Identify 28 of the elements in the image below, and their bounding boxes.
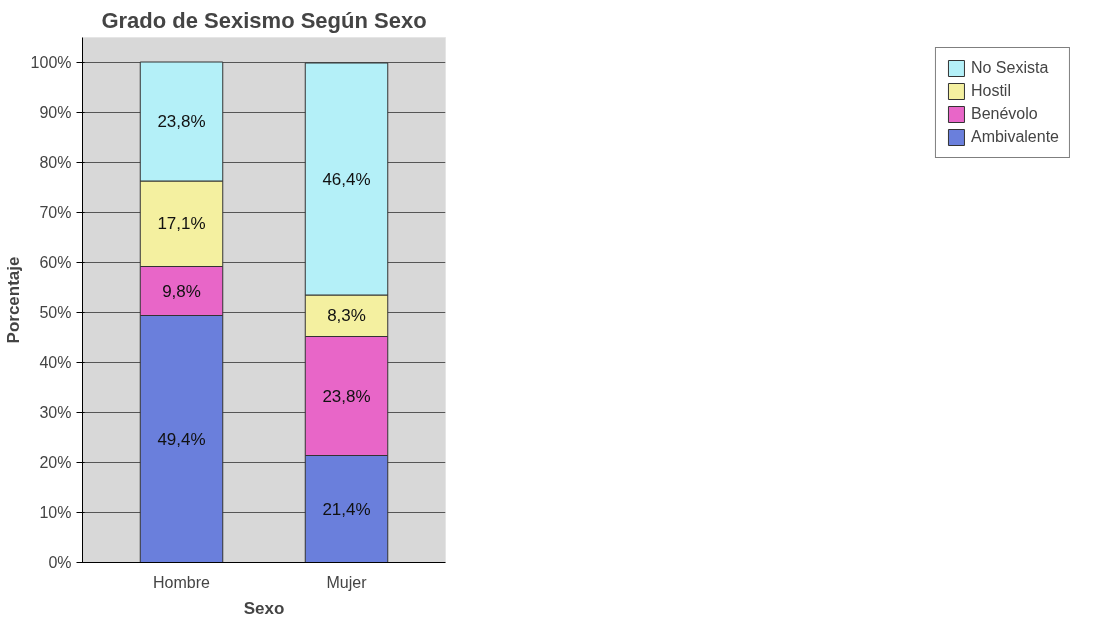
y-tick-label: 10% (39, 504, 72, 521)
y-tick-label: 90% (39, 104, 72, 121)
legend-label: Ambivalente (970, 128, 1059, 146)
y-tick-label: 80% (39, 154, 72, 171)
data-label: 23,8% (322, 386, 371, 406)
y-tick-label: 0% (48, 554, 72, 571)
data-label: 46,4% (322, 169, 371, 189)
data-label: 9,8% (162, 281, 201, 301)
y-tick-label: 50% (39, 304, 72, 321)
y-tick-label: 60% (39, 254, 72, 271)
y-tick-label: 70% (39, 204, 72, 221)
y-tick-label: 40% (39, 354, 72, 371)
legend-label: Hostil (970, 82, 1011, 100)
y-axis-title: Porcentaje (3, 256, 23, 344)
data-label: 21,4% (322, 499, 371, 519)
y-tick-label: 30% (39, 404, 72, 421)
y-tick-label: 100% (30, 54, 72, 71)
data-label: 49,4% (157, 429, 206, 449)
legend-label: Benévolo (970, 105, 1038, 123)
x-tick-label: Hombre (153, 573, 211, 591)
x-tick-label: Mujer (326, 573, 368, 591)
y-tick-label: 20% (39, 454, 72, 471)
legend-label: No Sexista (970, 59, 1049, 77)
x-axis-title: Sexo (243, 598, 285, 618)
chart-title: Grado de Sexismo Según Sexo (101, 7, 427, 33)
data-label: 17,1% (157, 214, 206, 234)
data-label: 23,8% (157, 112, 206, 131)
data-label: 8,3% (327, 306, 366, 326)
